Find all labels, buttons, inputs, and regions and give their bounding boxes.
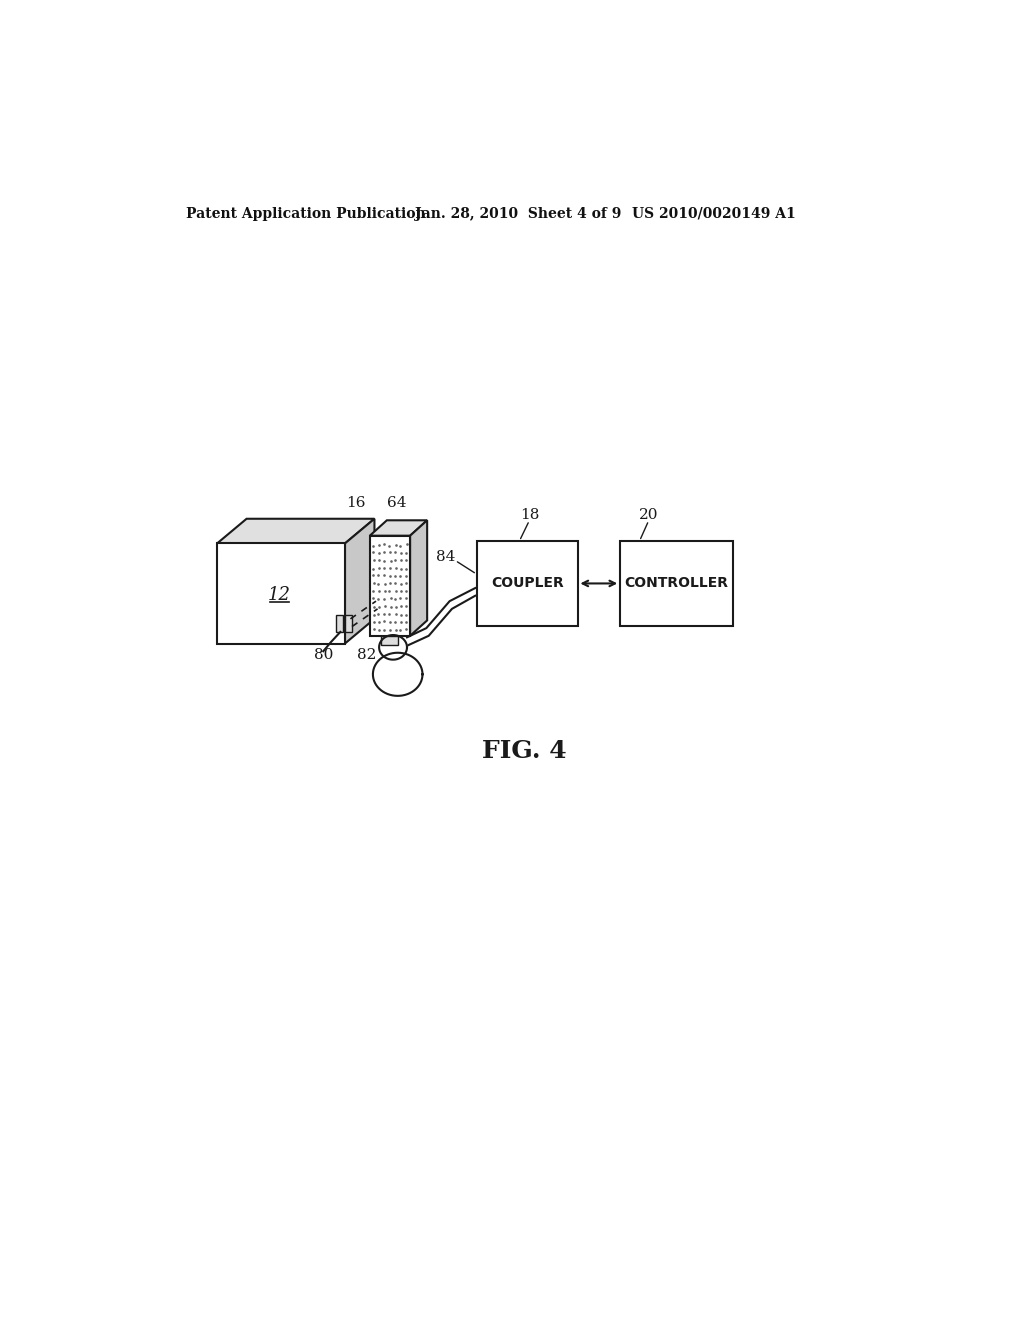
Bar <box>477 541 578 626</box>
Text: COUPLER: COUPLER <box>490 577 563 590</box>
Bar <box>345 615 352 632</box>
Polygon shape <box>217 519 375 544</box>
Bar <box>217 544 345 644</box>
Polygon shape <box>345 519 375 644</box>
Polygon shape <box>370 520 427 536</box>
Text: 82: 82 <box>357 648 377 663</box>
Bar <box>621 541 732 626</box>
Text: CONTROLLER: CONTROLLER <box>625 577 728 590</box>
Text: 20: 20 <box>639 508 658 521</box>
Text: 84: 84 <box>436 550 456 564</box>
Text: US 2010/0020149 A1: US 2010/0020149 A1 <box>632 207 796 220</box>
Bar <box>370 536 410 636</box>
Text: Patent Application Publication: Patent Application Publication <box>186 207 426 220</box>
Text: 12: 12 <box>267 586 291 605</box>
Text: 16: 16 <box>346 496 366 511</box>
Text: 18: 18 <box>520 508 540 521</box>
Bar <box>381 636 397 645</box>
Polygon shape <box>410 520 427 636</box>
Text: 80: 80 <box>313 648 333 663</box>
Text: FIG. 4: FIG. 4 <box>482 739 567 763</box>
Text: Jan. 28, 2010  Sheet 4 of 9: Jan. 28, 2010 Sheet 4 of 9 <box>415 207 622 220</box>
Text: 64: 64 <box>387 496 407 511</box>
Bar <box>336 615 343 632</box>
